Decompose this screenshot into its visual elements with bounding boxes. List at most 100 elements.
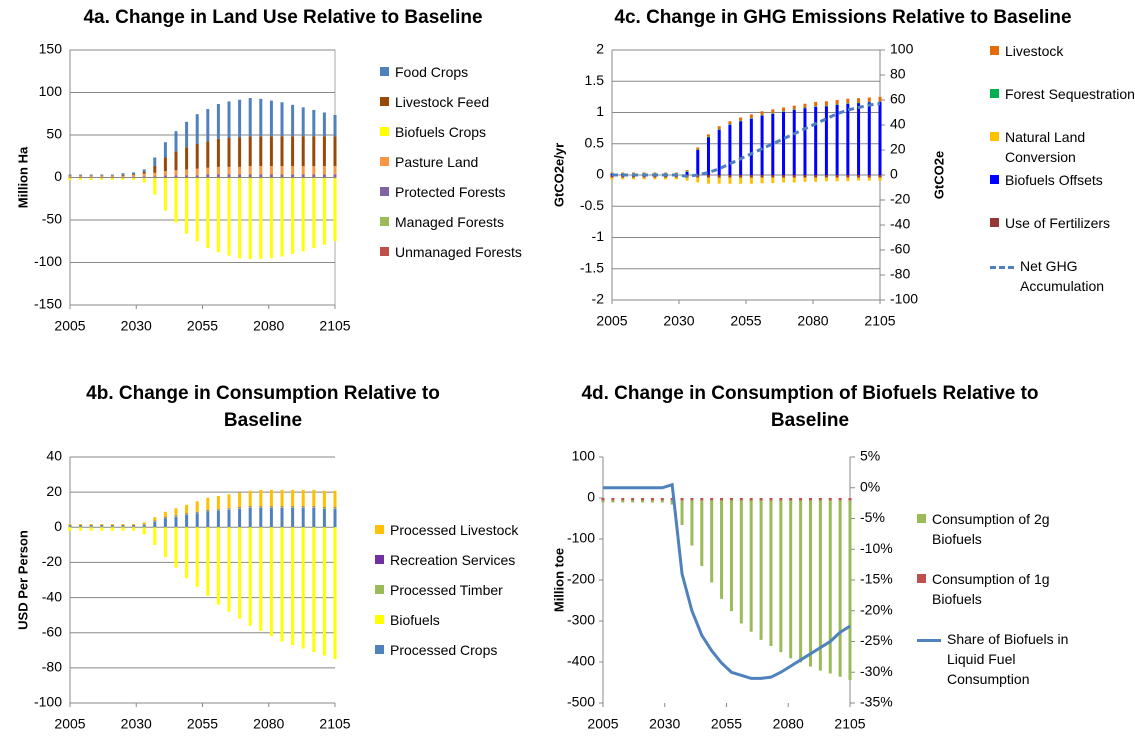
y-tick-label: -100 — [34, 694, 62, 710]
bar — [312, 527, 316, 653]
bar — [110, 524, 114, 526]
bar — [803, 175, 807, 178]
legend-label: Natural Land Conversion — [1005, 129, 1086, 165]
x-tick-label: 2030 — [121, 716, 152, 732]
bar — [259, 136, 263, 167]
bar — [333, 177, 337, 179]
bar — [121, 524, 125, 526]
bar — [760, 115, 764, 116]
bar — [248, 507, 252, 528]
bar — [333, 178, 337, 242]
legend-label: Forest Sequestration — [1005, 86, 1135, 102]
y-axis-title: GtCO2e/yr — [551, 143, 566, 207]
legend-item: Processed Livestock — [375, 520, 545, 550]
bar — [259, 527, 263, 631]
bar — [322, 508, 326, 528]
bar — [269, 166, 273, 175]
bar — [333, 507, 337, 508]
bar — [728, 124, 732, 125]
y2-tick-label: 0 — [890, 166, 898, 182]
bar — [729, 500, 733, 612]
bar — [838, 498, 842, 501]
bar — [121, 178, 125, 181]
bar — [291, 507, 295, 508]
bar — [68, 174, 72, 176]
bar — [174, 177, 178, 179]
bar — [601, 498, 605, 501]
bar — [100, 525, 104, 527]
legend-item: Biofuels Crops — [380, 122, 550, 152]
bar — [621, 500, 625, 503]
bar — [631, 172, 635, 174]
bar — [739, 498, 743, 501]
bar — [259, 177, 263, 179]
y2-tick-label: -100 — [890, 291, 918, 307]
bar — [79, 526, 83, 528]
bar — [867, 175, 871, 178]
legend-item: Managed Forests — [380, 212, 550, 242]
y2-tick-label: -60 — [890, 241, 910, 257]
bar — [153, 157, 157, 167]
bar — [195, 527, 199, 588]
bar — [142, 173, 146, 177]
bar — [771, 109, 775, 114]
bar — [248, 178, 252, 260]
bar — [312, 506, 316, 508]
bar — [248, 506, 252, 508]
y-tick-label: -1 — [592, 228, 605, 244]
legend-marker — [990, 132, 999, 141]
bar — [670, 498, 674, 501]
bar — [728, 125, 732, 175]
legend-item: Biofuels Offsets — [990, 170, 1135, 213]
bar — [206, 178, 210, 249]
bar — [728, 175, 732, 178]
bar — [153, 177, 157, 179]
bar — [642, 173, 646, 174]
y-tick-label: -60 — [42, 623, 62, 639]
bar — [227, 174, 231, 178]
legend-marker — [380, 67, 389, 76]
bar — [216, 178, 220, 253]
bar — [301, 174, 305, 178]
bar — [238, 507, 242, 509]
bar — [835, 100, 839, 105]
bar — [238, 174, 242, 178]
legend-label: Recreation Services — [390, 552, 516, 568]
bar — [248, 177, 252, 179]
bar — [163, 518, 167, 528]
bar — [100, 177, 104, 179]
bar — [259, 166, 263, 175]
bar — [333, 490, 337, 508]
bar — [835, 175, 839, 178]
legend-item: Livestock Feed — [380, 92, 550, 122]
y-tick-label: -100 — [567, 530, 595, 546]
y-tick-label: 0 — [54, 518, 62, 534]
legend-label: Pasture Land — [395, 154, 479, 170]
bar — [185, 177, 189, 179]
bar — [216, 527, 220, 605]
bar — [291, 104, 295, 137]
bar — [259, 178, 263, 260]
bar — [142, 524, 146, 526]
bar — [227, 137, 231, 167]
bar — [749, 118, 753, 175]
legend-item: Processed Crops — [375, 640, 545, 670]
bar — [739, 121, 743, 175]
bar — [100, 525, 104, 526]
legend-item: Biofuels — [375, 610, 545, 640]
bar — [867, 97, 871, 102]
bar — [824, 105, 828, 107]
legend-marker — [375, 525, 384, 534]
bar — [238, 177, 242, 179]
bar — [291, 177, 295, 179]
bar — [206, 510, 210, 512]
bar — [259, 98, 263, 137]
bar — [248, 98, 252, 137]
bar — [621, 172, 625, 174]
bar — [153, 176, 157, 178]
bar — [227, 166, 231, 175]
bar — [132, 526, 136, 528]
y2-tick-label: 20 — [890, 141, 906, 157]
bar — [89, 525, 93, 526]
